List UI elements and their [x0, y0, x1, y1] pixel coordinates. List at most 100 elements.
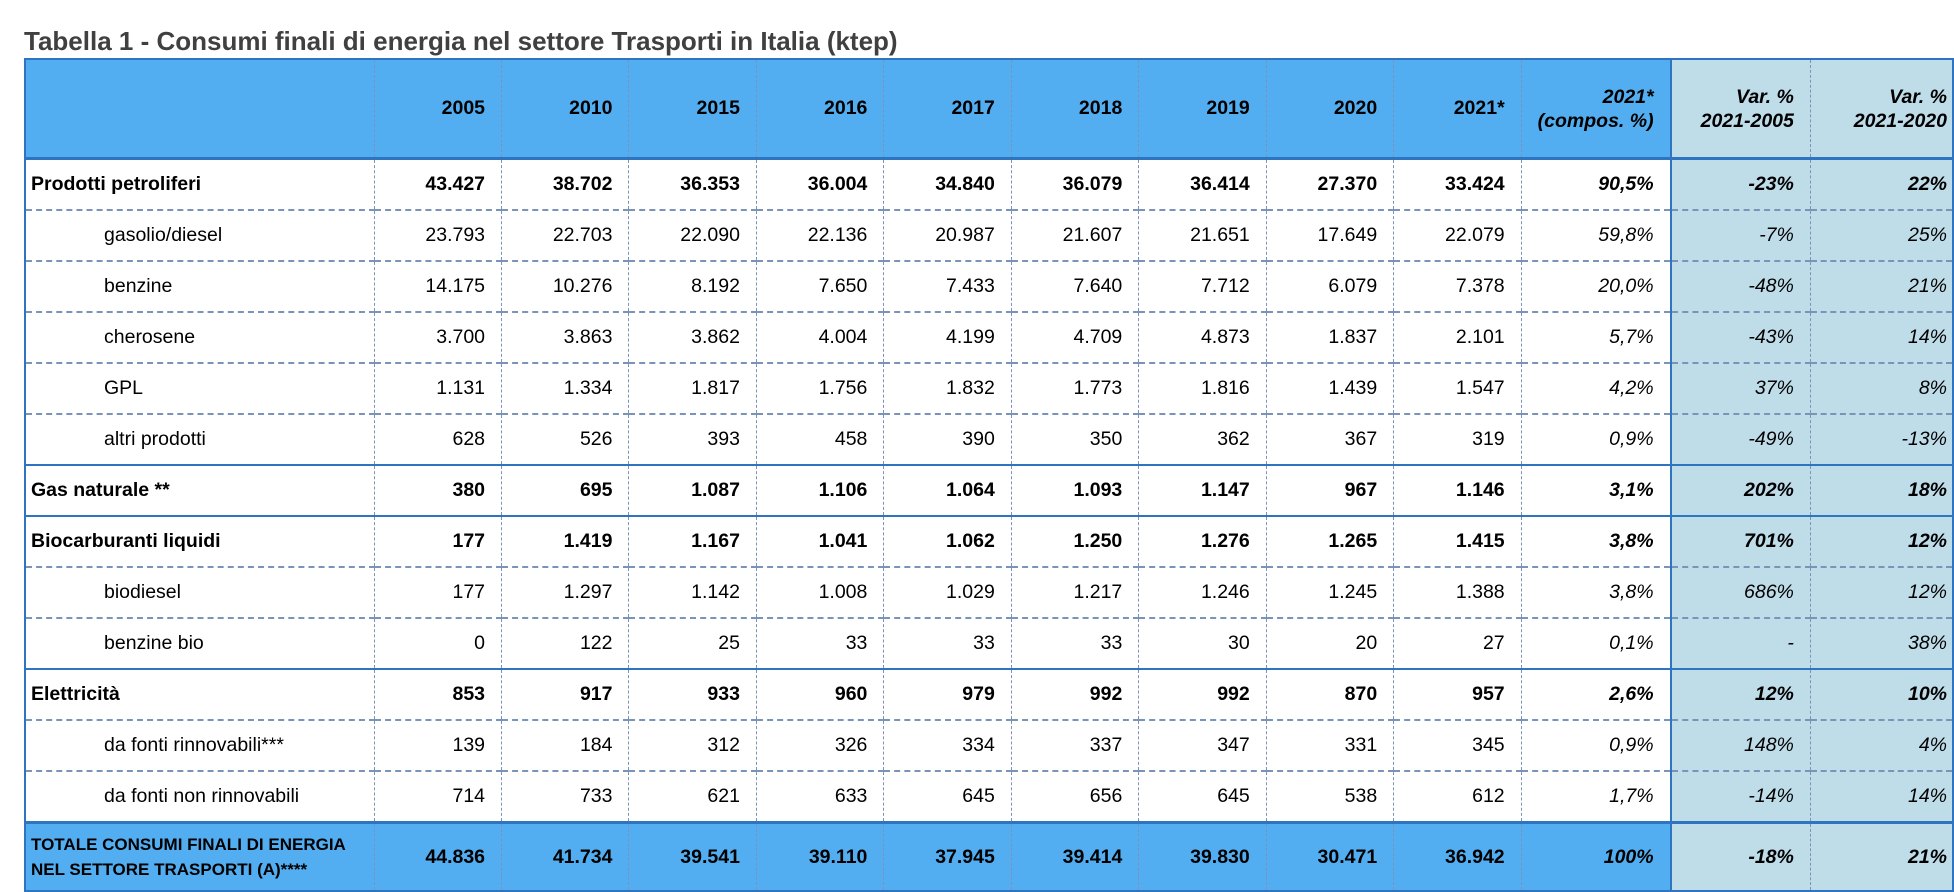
value-cell: 36.942 — [1393, 821, 1522, 892]
value-cell: 1.142 — [628, 567, 757, 619]
compos-cell: 2,6% — [1520, 668, 1672, 721]
table-row-benzine: benzine 14.175 10.276 8.192 7.650 7.433 … — [23, 261, 1954, 313]
header-year: 2016 — [755, 58, 885, 160]
value-cell: 933 — [628, 668, 757, 721]
value-cell: 967 — [1265, 464, 1395, 517]
value-cell: 362 — [1138, 414, 1267, 466]
value-cell: 1.131 — [373, 363, 503, 415]
value-cell: 1.146 — [1393, 464, 1522, 517]
value-cell: 1.773 — [1010, 363, 1140, 415]
value-cell: 319 — [1393, 414, 1522, 466]
value-cell: 334 — [883, 720, 1012, 772]
var2-cell: 8% — [1809, 363, 1954, 415]
var1-cell: -49% — [1670, 414, 1811, 466]
var2-cell: 10% — [1809, 668, 1954, 721]
value-cell: 36.079 — [1010, 158, 1140, 211]
value-cell: 612 — [1393, 771, 1522, 824]
header-year: 2015 — [628, 58, 757, 160]
value-cell: 184 — [501, 720, 630, 772]
header-var-2021-2005: Var. % 2021-2005 — [1670, 58, 1811, 160]
value-cell: 22.136 — [755, 210, 885, 262]
header-year: 2010 — [501, 58, 630, 160]
header-year: 2019 — [1138, 58, 1267, 160]
value-cell: 139 — [373, 720, 503, 772]
var1-cell: -23% — [1670, 158, 1811, 211]
value-cell: 1.106 — [755, 464, 885, 517]
value-cell: 367 — [1265, 414, 1395, 466]
table-row-gasolio-diesel: gasolio/diesel 23.793 22.703 22.090 22.1… — [23, 210, 1954, 262]
table-title: Tabella 1 - Consumi finali di energia ne… — [24, 26, 898, 56]
row-label: benzine bio — [23, 618, 375, 670]
compos-cell: 59,8% — [1520, 210, 1672, 262]
row-label: GPL — [23, 363, 375, 415]
var2-cell: 14% — [1809, 312, 1954, 364]
table-row-fonti-non-rinnovabili: da fonti non rinnovabili 714 733 621 633… — [23, 771, 1954, 824]
row-label: gasolio/diesel — [23, 210, 375, 262]
value-cell: 1.419 — [501, 515, 630, 568]
table-row-fonti-rinnovabili: da fonti rinnovabili*** 139 184 312 326 … — [23, 720, 1954, 772]
value-cell: 22.079 — [1393, 210, 1522, 262]
var2-cell: 18% — [1809, 464, 1954, 517]
value-cell: 917 — [501, 668, 630, 721]
compos-cell: 1,7% — [1520, 771, 1672, 824]
value-cell: 33 — [1010, 618, 1140, 670]
var2-cell: 22% — [1809, 158, 1954, 211]
compos-cell: 0,9% — [1520, 414, 1672, 466]
header-compos: 2021* (compos. %) — [1520, 58, 1672, 160]
value-cell: 1.029 — [883, 567, 1012, 619]
header-year: 2018 — [1010, 58, 1140, 160]
table-row-gas-naturale: Gas naturale ** 380 695 1.087 1.106 1.06… — [23, 464, 1954, 517]
value-cell: 656 — [1010, 771, 1140, 824]
value-cell: 20 — [1265, 618, 1395, 670]
value-cell: 733 — [501, 771, 630, 824]
value-cell: 1.041 — [755, 515, 885, 568]
table-row-gpl: GPL 1.131 1.334 1.817 1.756 1.832 1.773 … — [23, 363, 1954, 415]
compos-cell: 20,0% — [1520, 261, 1672, 313]
value-cell: 957 — [1393, 668, 1522, 721]
var2-cell: 12% — [1809, 567, 1954, 619]
compos-cell: 90,5% — [1520, 158, 1672, 211]
value-cell: 7.712 — [1138, 261, 1267, 313]
value-cell: 870 — [1265, 668, 1395, 721]
var2-cell: 14% — [1809, 771, 1954, 824]
total-label-line2: NEL SETTORE TRASPORTI (A)**** — [31, 860, 308, 879]
value-cell: 30.471 — [1265, 821, 1395, 892]
var1-cell: 202% — [1670, 464, 1811, 517]
compos-cell: 5,7% — [1520, 312, 1672, 364]
value-cell: 347 — [1138, 720, 1267, 772]
value-cell: 1.250 — [1010, 515, 1140, 568]
value-cell: 1.817 — [628, 363, 757, 415]
value-cell: 1.064 — [883, 464, 1012, 517]
value-cell: 979 — [883, 668, 1012, 721]
value-cell: 628 — [373, 414, 503, 466]
value-cell: 33 — [883, 618, 1012, 670]
compos-cell: 100% — [1520, 821, 1672, 892]
header-label-cell — [23, 58, 375, 160]
var1-cell: 148% — [1670, 720, 1811, 772]
var2-cell: 21% — [1809, 261, 1954, 313]
header-var2-line1: Var. % — [1889, 85, 1947, 108]
value-cell: 22.703 — [501, 210, 630, 262]
value-cell: 39.110 — [755, 821, 885, 892]
row-label: Gas naturale ** — [23, 464, 375, 517]
var2-cell: 21% — [1809, 821, 1954, 892]
value-cell: 122 — [501, 618, 630, 670]
table-row-elettricita: Elettricità 853 917 933 960 979 992 992 … — [23, 668, 1954, 721]
value-cell: 380 — [373, 464, 503, 517]
value-cell: 992 — [1138, 668, 1267, 721]
header-year: 2017 — [883, 58, 1012, 160]
var1-cell: 701% — [1670, 515, 1811, 568]
value-cell: 34.840 — [883, 158, 1012, 211]
value-cell: 1.334 — [501, 363, 630, 415]
var1-cell: 37% — [1670, 363, 1811, 415]
value-cell: 21.607 — [1010, 210, 1140, 262]
value-cell: 633 — [755, 771, 885, 824]
value-cell: 1.167 — [628, 515, 757, 568]
value-cell: 1.756 — [755, 363, 885, 415]
value-cell: 4.004 — [755, 312, 885, 364]
header-year: 2021* — [1393, 58, 1522, 160]
value-cell: 3.700 — [373, 312, 503, 364]
value-cell: 1.547 — [1393, 363, 1522, 415]
table-row-biodiesel: biodiesel 177 1.297 1.142 1.008 1.029 1.… — [23, 567, 1954, 619]
value-cell: 1.062 — [883, 515, 1012, 568]
